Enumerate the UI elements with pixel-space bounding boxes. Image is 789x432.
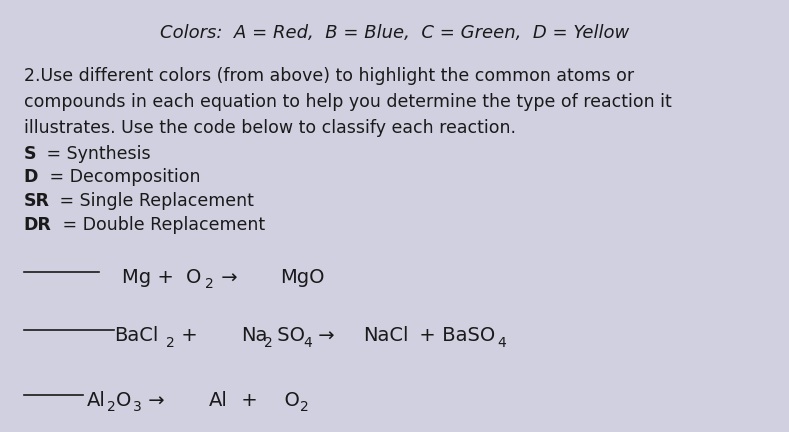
Text: S: S <box>24 145 36 163</box>
Text: = Double Replacement: = Double Replacement <box>57 216 265 234</box>
Text: O: O <box>185 268 200 287</box>
Text: BaCl: BaCl <box>114 326 159 345</box>
Text: SO: SO <box>271 326 305 345</box>
Text: = Synthesis: = Synthesis <box>41 145 151 163</box>
Text: →: → <box>215 268 237 287</box>
Text: 4: 4 <box>304 336 312 349</box>
Text: +: + <box>235 391 258 410</box>
Text: +: + <box>413 326 436 345</box>
Text: = Single Replacement: = Single Replacement <box>54 192 253 210</box>
Text: 2.Use different colors (from above) to highlight the common atoms or: 2.Use different colors (from above) to h… <box>24 67 634 85</box>
Text: D: D <box>24 168 38 187</box>
Text: 2: 2 <box>107 400 116 414</box>
Text: →: → <box>312 326 335 345</box>
Text: illustrates. Use the code below to classify each reaction.: illustrates. Use the code below to class… <box>24 119 516 137</box>
Text: Na: Na <box>241 326 267 345</box>
Text: 2: 2 <box>300 400 308 414</box>
Text: 4: 4 <box>497 336 506 349</box>
Text: Mg +: Mg + <box>122 268 174 287</box>
Text: 2: 2 <box>166 336 174 349</box>
Text: Colors:  A = Red,  B = Blue,  C = Green,  D = Yellow: Colors: A = Red, B = Blue, C = Green, D … <box>160 24 629 42</box>
Text: 2: 2 <box>205 277 214 291</box>
Text: MgO: MgO <box>280 268 324 287</box>
Text: Al: Al <box>87 391 106 410</box>
Text: compounds in each equation to help you determine the type of reaction it: compounds in each equation to help you d… <box>24 93 671 111</box>
Text: O: O <box>116 391 131 410</box>
Text: →: → <box>142 391 165 410</box>
Text: = Decomposition: = Decomposition <box>44 168 200 187</box>
Text: SR: SR <box>24 192 50 210</box>
Text: +: + <box>175 326 198 345</box>
Text: DR: DR <box>24 216 51 234</box>
Text: O: O <box>272 391 300 410</box>
Text: 3: 3 <box>133 400 141 414</box>
Text: BaSO: BaSO <box>436 326 495 345</box>
Text: 2: 2 <box>264 336 272 349</box>
Text: Al: Al <box>209 391 228 410</box>
Text: NaCl: NaCl <box>363 326 409 345</box>
